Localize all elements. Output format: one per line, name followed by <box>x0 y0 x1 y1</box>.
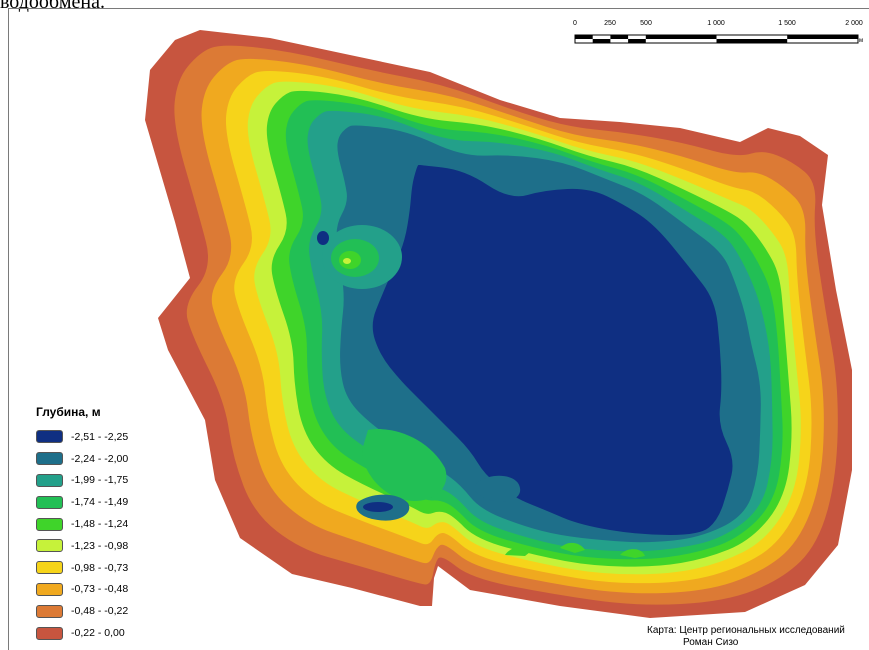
south-edge-pools <box>505 542 645 558</box>
legend-item: -0,98 - -0,73 <box>36 557 128 579</box>
legend-swatch <box>36 452 63 466</box>
northwest-hole <box>317 231 329 245</box>
scale-tick-250: 250 <box>604 20 616 27</box>
legend-label: -1,74 - -1,49 <box>71 496 129 509</box>
legend-label: -0,73 - -0,48 <box>71 583 129 596</box>
scale-tick-1500: 1 500 <box>778 20 796 27</box>
legend-swatch <box>36 430 63 444</box>
scale-tick-1000: 1 000 <box>707 20 725 27</box>
northwest-shoal-core <box>343 258 351 264</box>
legend-item: -0,73 - -0,48 <box>36 579 128 601</box>
scale-bar-graphic <box>574 34 859 44</box>
legend-swatch <box>36 582 63 596</box>
legend-label: -0,98 - -0,73 <box>71 561 129 574</box>
southwest-shoal <box>362 429 447 501</box>
legend-swatch <box>36 517 63 531</box>
legend-item: -1,74 - -1,49 <box>36 491 128 513</box>
legend-title: Глубина, м <box>36 405 101 419</box>
legend-swatch <box>36 604 63 618</box>
legend-label: -0,48 - -0,22 <box>71 605 129 618</box>
scale-tick-500: 500 <box>640 20 652 27</box>
legend-item: -1,23 - -0,98 <box>36 535 128 557</box>
credit-line-2: Роман Сизо <box>683 637 739 648</box>
scale-bar: 0 250 500 1 000 1 500 2 000 м <box>570 20 865 52</box>
legend-label: -1,99 - -1,75 <box>71 474 129 487</box>
credit-line-1: Карта: Центр региональных исследований <box>647 625 845 636</box>
map-credit: Карта: Центр региональных исследований Р… <box>647 625 845 649</box>
detail-features <box>317 225 645 558</box>
southwest-hole <box>363 502 393 512</box>
legend-swatch <box>36 626 63 640</box>
legend-item: -1,99 - -1,75 <box>36 470 128 492</box>
legend-item: -2,51 - -2,25 <box>36 426 128 448</box>
legend-item: -2,24 - -2,00 <box>36 448 128 470</box>
legend-label: -2,51 - -2,25 <box>71 430 129 443</box>
legend-swatch <box>36 539 63 553</box>
legend-label: -0,22 - 0,00 <box>71 627 125 640</box>
legend-label: -1,48 - -1,24 <box>71 518 129 531</box>
legend-swatch <box>36 561 63 575</box>
map-frame <box>8 8 869 650</box>
scale-unit: м <box>859 38 864 44</box>
scale-tick-0: 0 <box>573 20 577 27</box>
legend-label: -2,24 - -2,00 <box>71 452 129 465</box>
legend-label: -1,23 - -0,98 <box>71 539 129 552</box>
legend-item: -0,48 - -0,22 <box>36 600 128 622</box>
depth-legend: Глубина, м -2,51 - -2,25 -2,24 - -2,00 -1,… <box>36 405 128 644</box>
legend-item: -0,22 - 0,00 <box>36 622 128 644</box>
legend-swatch <box>36 495 63 509</box>
legend-item: -1,48 - -1,24 <box>36 513 128 535</box>
document-caption: водообмена. <box>0 0 105 13</box>
depth-band <box>372 165 733 535</box>
legend-rows: -2,51 - -2,25 -2,24 - -2,00 -1,99 - -1,75 -… <box>36 426 128 644</box>
depth-bands <box>145 30 852 618</box>
legend-swatch <box>36 473 63 487</box>
scale-tick-2000: 2 000 <box>845 20 863 27</box>
south-lobe <box>474 475 521 502</box>
